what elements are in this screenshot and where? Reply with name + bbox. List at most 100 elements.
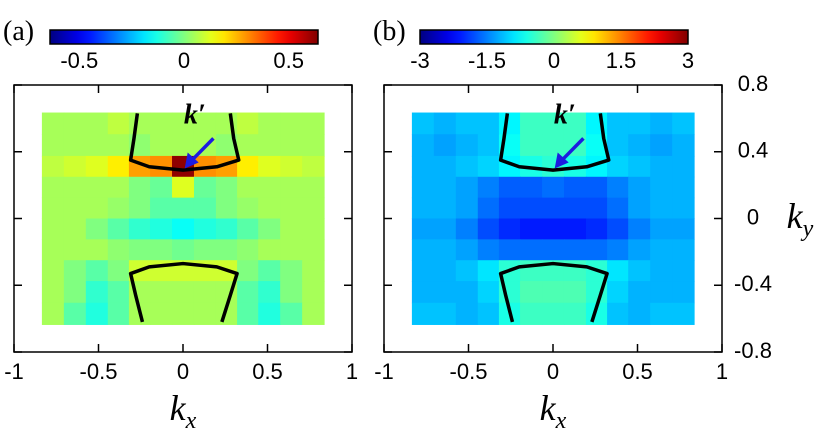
- heatmap-cell: [128, 239, 151, 261]
- heatmap-cell: [302, 302, 325, 325]
- heatmap-cell: [455, 197, 479, 219]
- heatmap-cell: [477, 112, 500, 135]
- heatmap-cell: [607, 134, 629, 157]
- heatmap-cell: [498, 239, 521, 261]
- annotation-arrow: [561, 137, 585, 161]
- heatmap-cell: [477, 239, 500, 261]
- heatmap-cell: [193, 239, 217, 261]
- heatmap-cell: [85, 281, 109, 304]
- heatmap-cell: [193, 112, 217, 135]
- heatmap-cell: [542, 197, 565, 219]
- heatmap-cell: [258, 239, 281, 261]
- heatmap-cell: [628, 302, 651, 325]
- heatmap-cell: [455, 239, 479, 261]
- heatmap-cell: [150, 176, 173, 199]
- heatmap-cell: [150, 112, 173, 135]
- heatmap-cell: [302, 197, 325, 219]
- annotation-arrowhead: [184, 152, 199, 169]
- heatmap-cell: [411, 176, 435, 199]
- heatmap-cell: [41, 155, 65, 178]
- heatmap-cell: [411, 134, 435, 157]
- heatmap-cell: [237, 239, 259, 261]
- heatmap-cell: [498, 197, 521, 219]
- contour: [128, 261, 239, 323]
- heatmap-cell: [455, 281, 479, 304]
- heatmap-cell: [107, 281, 130, 304]
- heatmap-cell: [128, 218, 151, 240]
- heatmap-cell: [650, 218, 673, 240]
- heatmap-cell: [237, 260, 259, 282]
- heatmap-cell: [280, 112, 303, 135]
- heatmap-cell: [520, 281, 543, 304]
- heatmap-cell: [455, 302, 479, 325]
- heatmap-cell: [433, 218, 457, 240]
- heatmap-cell: [258, 218, 281, 240]
- heatmap-cell: [411, 302, 435, 325]
- heatmap-cell: [150, 281, 173, 304]
- heatmap-cell: [607, 218, 629, 240]
- heatmap-cell: [41, 302, 65, 325]
- y-axis-label: ky: [787, 196, 814, 242]
- heatmap-cell: [107, 176, 130, 199]
- heatmap-cell: [542, 302, 565, 325]
- heatmap-cell: [672, 112, 695, 135]
- heatmap-cell: [542, 218, 565, 240]
- heatmap-cell: [650, 239, 673, 261]
- x-tick-label: 0: [177, 359, 189, 384]
- y-axis-label-sub: y: [801, 216, 814, 242]
- heatmap-cell: [107, 239, 130, 261]
- heatmap-cell: [433, 134, 457, 157]
- x-tick-label: 0: [547, 359, 559, 384]
- heatmap-cell: [85, 197, 109, 219]
- heatmap-cell: [411, 239, 435, 261]
- heatmap-cell: [672, 302, 695, 325]
- heatmap-cell: [650, 112, 673, 135]
- heatmap-cell: [63, 260, 87, 282]
- heatmap-cell: [433, 112, 457, 135]
- heatmap-cell: [520, 218, 543, 240]
- x-axis-label: kx: [540, 388, 567, 434]
- heatmap-cell: [193, 197, 217, 219]
- heatmap-cell: [237, 155, 259, 178]
- heatmap-cell: [63, 176, 87, 199]
- heatmap-cell: [63, 239, 87, 261]
- heatmap-cell: [237, 197, 259, 219]
- heatmap-cell: [455, 155, 479, 178]
- heatmap-cell: [258, 197, 281, 219]
- x-tick-label: 1: [716, 359, 728, 384]
- heatmap-cell: [302, 281, 325, 304]
- heatmap-cell: [455, 112, 479, 135]
- y-tick-label: 0.4: [738, 138, 769, 163]
- heatmap-cell: [672, 134, 695, 157]
- heatmap-cell: [63, 302, 87, 325]
- heatmap-cell: [85, 239, 109, 261]
- heatmap-cell: [128, 197, 151, 219]
- heatmap-cell: [563, 176, 587, 199]
- heatmap-cell: [672, 239, 695, 261]
- heatmap-cell: [628, 281, 651, 304]
- heatmap-cell: [607, 176, 629, 199]
- heatmap-cell: [302, 218, 325, 240]
- heatmap-cell: [585, 197, 608, 219]
- heatmap-cell: [628, 176, 651, 199]
- heatmap-cell: [258, 112, 281, 135]
- heatmap-cell: [150, 218, 173, 240]
- x-axis-label-base: k: [540, 388, 557, 428]
- contour: [128, 113, 241, 172]
- heatmap-cell: [563, 302, 587, 325]
- heatmap-cell: [302, 134, 325, 157]
- heatmap-cell: [107, 218, 130, 240]
- heatmap-cell: [563, 197, 587, 219]
- x-tick-label: 1: [346, 359, 358, 384]
- x-tick-label: -1: [4, 359, 24, 384]
- heatmap-cell: [411, 281, 435, 304]
- colorbar-tick-label: -3: [410, 48, 430, 73]
- heatmap-cell: [302, 239, 325, 261]
- heatmap-cell: [520, 134, 543, 157]
- heatmap-cell: [411, 260, 435, 282]
- heatmap-cell: [411, 112, 435, 135]
- heatmap-cell: [150, 302, 173, 325]
- heatmap-cell: [237, 281, 259, 304]
- heatmap-cell: [498, 176, 521, 199]
- heatmap-cell: [172, 197, 195, 219]
